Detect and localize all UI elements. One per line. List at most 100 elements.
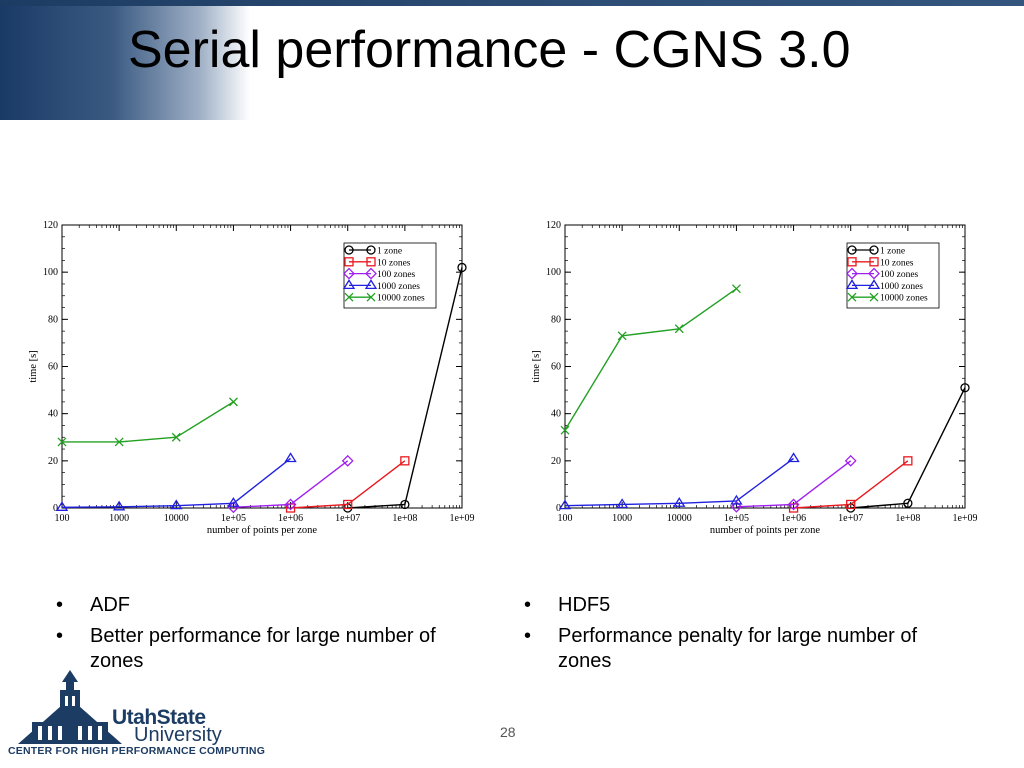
series-1-zone bbox=[846, 383, 970, 513]
x-axis-label: number of points per zone bbox=[207, 525, 318, 536]
legend-label: 1 zone bbox=[880, 247, 905, 257]
bullet-glyph: • bbox=[56, 594, 64, 616]
series-line bbox=[736, 460, 852, 508]
legend-label: 1000 zones bbox=[880, 282, 923, 292]
y-tick-label: 80 bbox=[48, 314, 58, 325]
bullet-text: Performance penalty for large number of … bbox=[558, 625, 918, 672]
legend-label: 10 zones bbox=[377, 258, 411, 268]
data-point bbox=[343, 499, 353, 510]
page-number: 28 bbox=[500, 724, 516, 740]
legend-marker bbox=[365, 267, 377, 280]
data-point bbox=[170, 499, 183, 510]
data-point bbox=[615, 498, 629, 509]
data-point bbox=[960, 383, 970, 393]
data-point bbox=[400, 499, 410, 510]
y-tick-label: 0 bbox=[53, 503, 58, 514]
series-line bbox=[850, 387, 966, 509]
x-tick-label: 100 bbox=[55, 513, 70, 524]
usu-building-logo-icon bbox=[18, 670, 122, 744]
x-tick-label: 1e+05 bbox=[221, 513, 246, 524]
series-line bbox=[62, 401, 234, 443]
data-point bbox=[903, 456, 913, 466]
bullet-glyph: • bbox=[524, 625, 532, 647]
y-tick-label: 120 bbox=[546, 220, 561, 231]
legend-marker bbox=[846, 267, 858, 280]
x-tick-label: 1e+05 bbox=[724, 513, 749, 524]
series-1000-zones bbox=[55, 452, 297, 511]
x-tick-label: 1e+09 bbox=[952, 513, 977, 524]
data-point bbox=[730, 500, 743, 513]
data-point bbox=[228, 397, 238, 407]
data-point bbox=[227, 497, 240, 507]
y-tick-label: 0 bbox=[556, 503, 561, 514]
legend-label: 10 zones bbox=[880, 258, 914, 268]
y-tick-label: 100 bbox=[43, 267, 58, 278]
data-point bbox=[903, 498, 913, 508]
x-tick-label: 1e+06 bbox=[781, 513, 806, 524]
legend-marker bbox=[847, 257, 857, 267]
legend-marker bbox=[847, 245, 857, 255]
legend-label: 100 zones bbox=[880, 270, 919, 280]
x-tick-label: 10000 bbox=[164, 513, 189, 524]
series-line bbox=[564, 288, 737, 431]
legend-marker bbox=[364, 279, 378, 290]
legend-marker bbox=[344, 257, 354, 267]
bullet-text: HDF5 bbox=[558, 594, 611, 616]
x-tick-label: 100 bbox=[558, 513, 573, 524]
data-point bbox=[400, 456, 410, 466]
legend-label: 10000 zones bbox=[880, 294, 928, 304]
data-point bbox=[284, 452, 297, 463]
bullet-item: • ADF bbox=[52, 593, 492, 618]
y-tick-label: 120 bbox=[43, 220, 58, 231]
data-point bbox=[731, 284, 741, 294]
hdf5-bullet-list: • HDF5 • Performance penalty for large num… bbox=[520, 593, 960, 680]
top-accent-bar bbox=[0, 0, 1024, 6]
slide-title: Serial performance - CGNS 3.0 bbox=[128, 21, 851, 79]
data-point bbox=[844, 454, 857, 467]
x-tick-label: 10000 bbox=[667, 513, 692, 524]
legend-marker bbox=[342, 279, 356, 290]
y-tick-label: 20 bbox=[551, 456, 561, 467]
series-100-zones bbox=[730, 454, 857, 513]
x-tick-label: 1e+09 bbox=[449, 513, 474, 524]
legend-marker bbox=[847, 292, 857, 302]
y-tick-label: 60 bbox=[48, 362, 58, 373]
bullet-item: • Performance penalty for large number of… bbox=[520, 624, 960, 674]
series-line bbox=[290, 460, 406, 509]
legend-marker bbox=[366, 292, 376, 302]
data-point bbox=[55, 501, 69, 511]
data-point bbox=[341, 454, 354, 467]
y-axis-label: time [s] bbox=[28, 350, 39, 382]
data-point bbox=[284, 498, 297, 511]
series-line bbox=[793, 460, 909, 509]
bullet-glyph: • bbox=[56, 625, 64, 647]
series-line bbox=[347, 267, 463, 509]
logo-subtitle: University bbox=[134, 724, 222, 746]
logo-center-name: CENTER FOR HIGH PERFORMANCE COMPUTING bbox=[8, 745, 266, 757]
legend-marker bbox=[869, 245, 879, 255]
legend-marker bbox=[366, 245, 376, 255]
y-axis-label: time [s] bbox=[531, 350, 542, 382]
legend-label: 10000 zones bbox=[377, 294, 425, 304]
x-tick-label: 1000 bbox=[109, 513, 129, 524]
series-10000-zones bbox=[57, 397, 238, 447]
legend-marker bbox=[867, 279, 881, 290]
data-point bbox=[617, 331, 627, 341]
bullet-item: • Better performance for large number of … bbox=[52, 624, 492, 674]
series-100-zones bbox=[227, 454, 354, 514]
legend-marker bbox=[343, 267, 355, 280]
bullet-item: • HDF5 bbox=[520, 593, 960, 618]
legend-marker bbox=[845, 279, 859, 290]
adf-bullet-list: • ADF • Better performance for large numbe… bbox=[52, 593, 492, 680]
y-tick-label: 40 bbox=[551, 409, 561, 420]
data-point bbox=[673, 497, 686, 507]
legend-marker bbox=[869, 257, 879, 267]
data-point bbox=[227, 501, 240, 514]
y-tick-label: 80 bbox=[551, 314, 561, 325]
data-point bbox=[558, 499, 572, 510]
legend-marker bbox=[868, 267, 880, 280]
bullet-glyph: • bbox=[524, 594, 532, 616]
series-line bbox=[61, 457, 292, 508]
